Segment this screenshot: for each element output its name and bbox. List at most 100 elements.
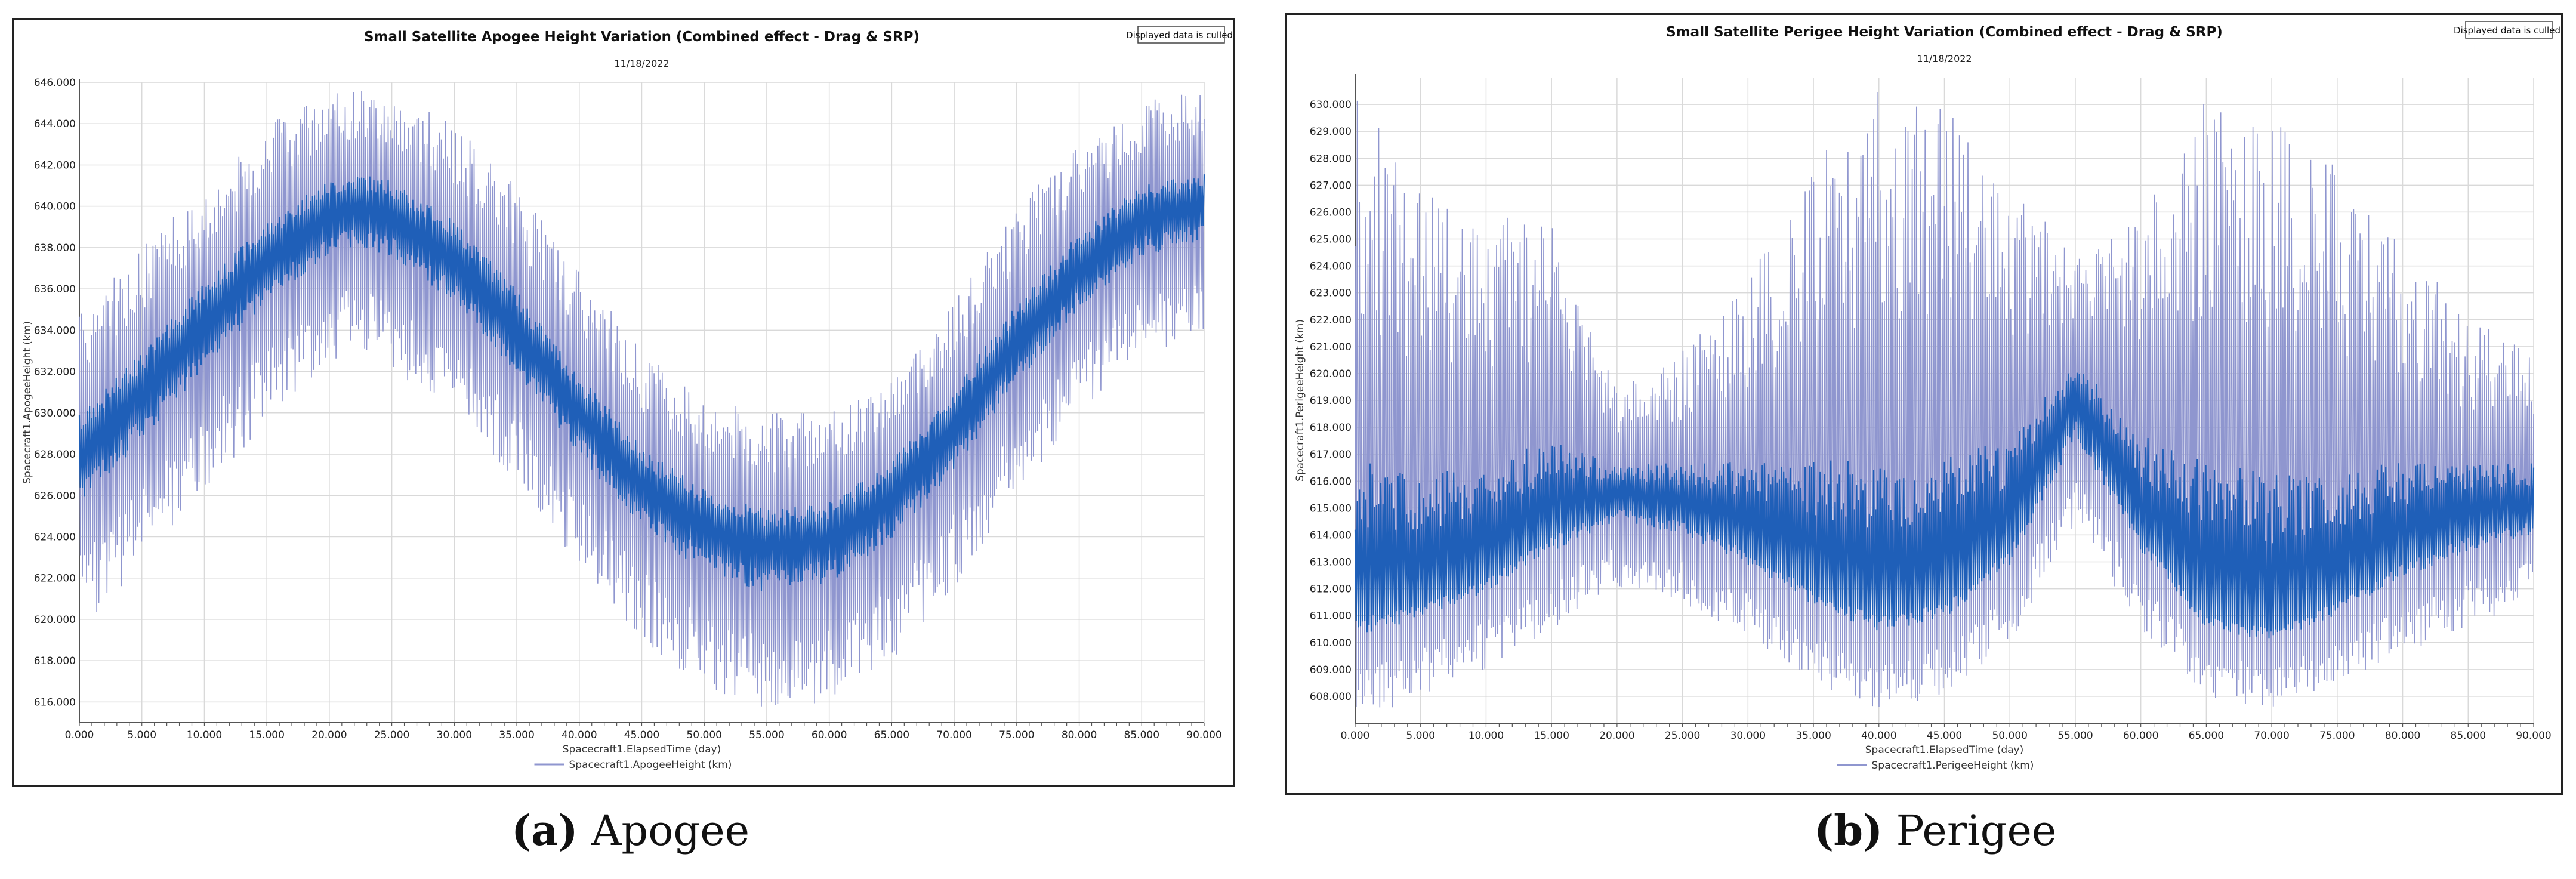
perigee-x-tick-label: 15.000 [1534, 730, 1569, 742]
apogee-x-tick-label: 90.000 [1186, 729, 1221, 741]
perigee-x-tick-label: 25.000 [1665, 730, 1700, 742]
caption-perigee-letter: (b) [1814, 806, 1883, 855]
apogee-x-tick-label: 15.000 [249, 729, 284, 741]
apogee-x-tick-label: 30.000 [437, 729, 472, 741]
apogee-x-tick-label: 80.000 [1062, 729, 1097, 741]
perigee-y-tick-label: 610.000 [1310, 637, 1352, 649]
perigee-y-tick-label: 627.000 [1310, 180, 1352, 192]
perigee-x-tick-label: 40.000 [1861, 730, 1896, 742]
perigee-y-tick-label: 619.000 [1310, 395, 1352, 407]
perigee-y-tick-label: 629.000 [1310, 126, 1352, 138]
perigee-y-tick-label: 613.000 [1310, 557, 1352, 569]
apogee-y-tick-label: 638.000 [34, 242, 76, 254]
caption-apogee: (a) Apogee [511, 806, 749, 855]
apogee-x-tick-label: 45.000 [624, 729, 659, 741]
apogee-y-tick-label: 618.000 [34, 655, 76, 667]
perigee-y-tick-label: 624.000 [1310, 261, 1352, 273]
apogee-legend-label: Spacecraft1.ApogeeHeight (km) [569, 759, 732, 771]
apogee-y-tick-label: 628.000 [34, 449, 76, 461]
perigee-y-tick-label: 611.000 [1310, 610, 1352, 622]
perigee-x-tick-label: 0.000 [1341, 730, 1370, 742]
apogee-chart: Small Satellite Apogee Height Variation … [21, 26, 1233, 771]
apogee-x-tick-label: 40.000 [562, 729, 597, 741]
perigee-y-tick-label: 612.000 [1310, 584, 1352, 596]
apogee-y-tick-label: 640.000 [34, 201, 76, 213]
perigee-y-tick-label: 618.000 [1310, 422, 1352, 434]
apogee-y-axis-label: Spacecraft1.ApogeeHeight (km) [21, 321, 33, 484]
perigee-x-tick-label: 55.000 [2057, 730, 2093, 742]
apogee-x-tick-label: 5.000 [127, 729, 156, 741]
perigee-y-tick-label: 623.000 [1310, 288, 1352, 300]
perigee-culled-notice: Displayed data is culled! [2454, 25, 2561, 36]
perigee-y-tick-label: 628.000 [1310, 153, 1352, 165]
apogee-x-tick-label: 65.000 [874, 729, 909, 741]
apogee-chart-title: Small Satellite Apogee Height Variation … [364, 29, 920, 45]
perigee-y-tick-label: 608.000 [1310, 691, 1352, 703]
perigee-y-tick-label: 609.000 [1310, 664, 1352, 676]
perigee-x-tick-label: 90.000 [2516, 730, 2551, 742]
apogee-x-tick-label: 55.000 [749, 729, 784, 741]
perigee-x-tick-label: 60.000 [2123, 730, 2158, 742]
perigee-y-axis-label: Spacecraft1.PerigeeHeight (km) [1294, 319, 1306, 482]
perigee-y-tick-label: 621.000 [1310, 341, 1352, 353]
caption-perigee: (b) Perigee [1814, 806, 2056, 855]
perigee-x-tick-label: 30.000 [1730, 730, 1766, 742]
apogee-culled-notice: Displayed data is culled! [1126, 30, 1233, 41]
apogee-y-tick-label: 622.000 [34, 573, 76, 585]
perigee-x-tick-label: 65.000 [2189, 730, 2224, 742]
apogee-x-tick-label: 70.000 [936, 729, 971, 741]
perigee-y-tick-label: 622.000 [1310, 314, 1352, 326]
perigee-y-tick-label: 630.000 [1310, 99, 1352, 111]
apogee-x-tick-label: 35.000 [499, 729, 534, 741]
perigee-y-tick-label: 614.000 [1310, 529, 1352, 541]
perigee-series-line [1354, 372, 2535, 639]
apogee-y-tick-label: 632.000 [34, 366, 76, 378]
apogee-culled-notice-box [1137, 26, 1225, 44]
perigee-y-tick-label: 616.000 [1310, 476, 1352, 488]
apogee-y-tick-label: 634.000 [34, 325, 76, 337]
perigee-legend-label: Spacecraft1.PerigeeHeight (km) [1872, 760, 2034, 772]
perigee-x-axis-label: Spacecraft1.ElapsedTime (day) [1865, 744, 2023, 756]
perigee-y-tick-label: 625.000 [1310, 234, 1352, 246]
apogee-x-tick-label: 10.000 [187, 729, 222, 741]
perigee-x-tick-label: 45.000 [1927, 730, 1962, 742]
apogee-chart-panel: Small Satellite Apogee Height Variation … [12, 18, 1235, 787]
perigee-chart-title: Small Satellite Perigee Height Variation… [1666, 24, 2223, 40]
apogee-x-tick-label: 60.000 [812, 729, 847, 741]
caption-perigee-text: Perigee [1896, 806, 2057, 855]
perigee-chart-date: 11/18/2022 [1917, 53, 1972, 64]
apogee-y-tick-label: 636.000 [34, 283, 76, 295]
apogee-x-tick-label: 25.000 [374, 729, 409, 741]
perigee-x-tick-label: 35.000 [1796, 730, 1831, 742]
apogee-y-tick-label: 616.000 [34, 696, 76, 708]
apogee-x-axis-label: Spacecraft1.ElapsedTime (day) [563, 744, 721, 755]
apogee-y-tick-label: 624.000 [34, 531, 76, 543]
apogee-series-line [78, 174, 1205, 591]
apogee-x-tick-label: 20.000 [311, 729, 347, 741]
caption-apogee-text: Apogee [591, 806, 750, 855]
perigee-culled-notice-box [2465, 21, 2553, 39]
apogee-y-tick-label: 630.000 [34, 408, 76, 420]
perigee-x-tick-label: 80.000 [2385, 730, 2420, 742]
apogee-x-tick-label: 50.000 [686, 729, 721, 741]
apogee-x-tick-label: 85.000 [1124, 729, 1159, 741]
apogee-series-envelope [79, 90, 1205, 707]
perigee-y-tick-label: 615.000 [1310, 502, 1352, 514]
apogee-y-tick-label: 646.000 [34, 77, 76, 89]
apogee-y-tick-label: 626.000 [34, 490, 76, 502]
perigee-x-tick-label: 20.000 [1599, 730, 1634, 742]
apogee-y-tick-label: 620.000 [34, 614, 76, 626]
perigee-x-tick-label: 10.000 [1469, 730, 1504, 742]
apogee-x-tick-label: 0.000 [65, 729, 94, 741]
perigee-y-tick-label: 620.000 [1310, 368, 1352, 380]
apogee-chart-date: 11/18/2022 [614, 58, 669, 69]
perigee-x-tick-label: 50.000 [1992, 730, 2027, 742]
perigee-x-tick-label: 5.000 [1406, 730, 1435, 742]
perigee-x-tick-label: 75.000 [2319, 730, 2355, 742]
perigee-y-tick-label: 617.000 [1310, 449, 1352, 461]
perigee-y-tick-label: 626.000 [1310, 206, 1352, 218]
perigee-chart-panel: Small Satellite Perigee Height Variation… [1285, 13, 2563, 795]
apogee-x-tick-label: 75.000 [999, 729, 1034, 741]
perigee-x-tick-label: 85.000 [2451, 730, 2486, 742]
apogee-y-tick-label: 644.000 [34, 118, 76, 130]
